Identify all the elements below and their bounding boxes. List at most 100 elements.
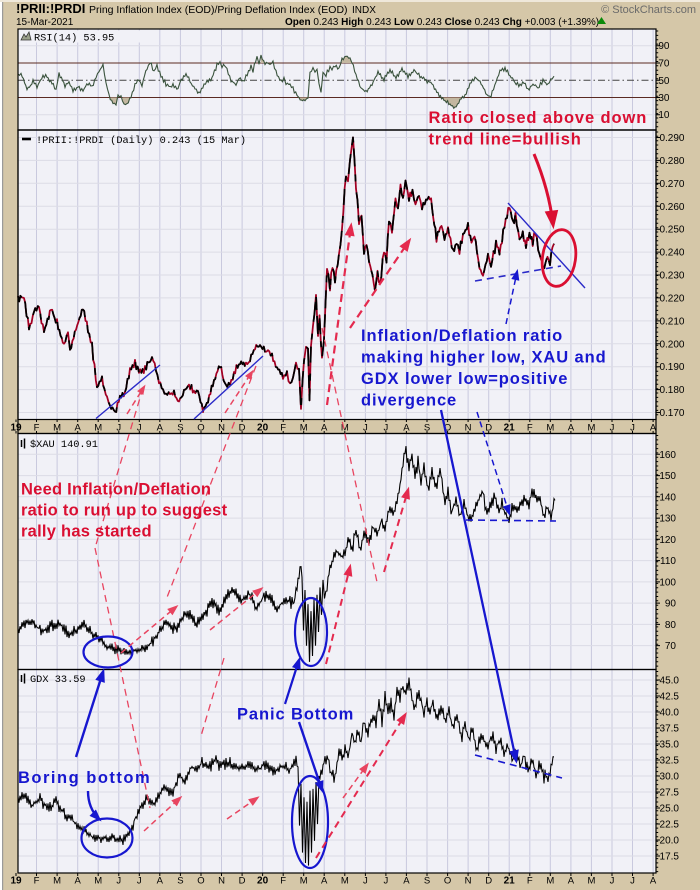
svg-text:M: M <box>587 876 595 887</box>
svg-text:110: 110 <box>660 556 676 567</box>
svg-text:M: M <box>94 876 102 887</box>
svg-text:21: 21 <box>504 423 516 434</box>
svg-text:10: 10 <box>658 110 670 121</box>
svg-text:Inflation/Deflation ratio: Inflation/Deflation ratio <box>361 327 563 345</box>
svg-text:0.190: 0.190 <box>659 362 684 373</box>
svg-text:© StockCharts.com: © StockCharts.com <box>601 4 696 16</box>
svg-text:27.5: 27.5 <box>660 788 680 799</box>
svg-text:N: N <box>465 423 472 434</box>
svg-text:0.180: 0.180 <box>659 385 684 396</box>
svg-text:A: A <box>157 423 164 434</box>
svg-text:INDX: INDX <box>352 5 376 16</box>
svg-text:D: D <box>485 423 492 434</box>
svg-text:150: 150 <box>659 471 676 482</box>
svg-text:25.0: 25.0 <box>660 804 680 815</box>
svg-text:J: J <box>610 876 615 887</box>
svg-text:J: J <box>116 876 121 887</box>
svg-text:0.210: 0.210 <box>659 316 684 327</box>
svg-text:21: 21 <box>504 876 516 887</box>
svg-text:O: O <box>197 876 204 887</box>
svg-text:J: J <box>137 876 142 887</box>
svg-text:70: 70 <box>665 641 677 652</box>
svg-text:A: A <box>321 423 328 434</box>
svg-text:A: A <box>650 876 657 887</box>
svg-text:22.5: 22.5 <box>660 820 680 831</box>
svg-text:0.220: 0.220 <box>659 293 684 304</box>
svg-text:160: 160 <box>659 450 676 461</box>
svg-text:F: F <box>527 423 533 434</box>
svg-text:M: M <box>300 423 308 434</box>
svg-text:N: N <box>218 423 225 434</box>
svg-text:N: N <box>218 876 225 887</box>
svg-text:A: A <box>157 876 164 887</box>
svg-text:M: M <box>94 423 102 434</box>
svg-text:M: M <box>341 876 349 887</box>
svg-text:M: M <box>546 876 554 887</box>
svg-text:D: D <box>239 876 246 887</box>
svg-text:M: M <box>341 423 349 434</box>
svg-text:30: 30 <box>658 93 670 104</box>
svg-text:!PRII:!PRDI: !PRII:!PRDI <box>16 1 85 16</box>
svg-text:J: J <box>137 423 142 434</box>
svg-text:A: A <box>403 876 410 887</box>
svg-text:D: D <box>485 876 492 887</box>
svg-text:S: S <box>424 423 430 434</box>
svg-text:O: O <box>444 876 451 887</box>
svg-text:rally has started: rally has started <box>21 523 152 541</box>
svg-text:RSI(14) 53.95: RSI(14) 53.95 <box>34 33 114 45</box>
svg-text:M: M <box>546 423 554 434</box>
svg-text:0.170: 0.170 <box>659 408 684 419</box>
svg-text:0.200: 0.200 <box>659 339 684 350</box>
svg-text:0.280: 0.280 <box>659 156 684 167</box>
svg-text:J: J <box>384 876 389 887</box>
svg-text:32.5: 32.5 <box>660 756 680 767</box>
svg-text:40.0: 40.0 <box>660 708 680 719</box>
svg-text:making higher low, XAU and: making higher low, XAU and <box>361 349 607 367</box>
svg-text:A: A <box>568 876 575 887</box>
svg-text:F: F <box>34 876 40 887</box>
svg-text:A: A <box>568 423 575 434</box>
svg-text:19: 19 <box>10 423 22 434</box>
svg-text:F: F <box>280 876 286 887</box>
svg-text:30.0: 30.0 <box>660 772 680 783</box>
svg-text:37.5: 37.5 <box>660 724 680 735</box>
svg-text:trend line=bullish: trend line=bullish <box>429 131 582 149</box>
svg-text:$XAU 140.91: $XAU 140.91 <box>30 439 98 451</box>
svg-text:J: J <box>630 423 635 434</box>
svg-text:J: J <box>116 423 121 434</box>
svg-text:M: M <box>587 423 595 434</box>
svg-text:Boring bottom: Boring bottom <box>18 769 151 787</box>
svg-text:D: D <box>239 423 246 434</box>
svg-text:50: 50 <box>658 76 670 87</box>
svg-text:Need Inflation/Deflation: Need Inflation/Deflation <box>21 481 211 499</box>
svg-text:O: O <box>444 423 451 434</box>
svg-text:20.0: 20.0 <box>660 836 680 847</box>
svg-text:17.5: 17.5 <box>660 852 680 863</box>
svg-text:80: 80 <box>665 620 677 631</box>
svg-text:M: M <box>53 876 61 887</box>
svg-text:100: 100 <box>659 577 676 588</box>
svg-text:F: F <box>527 876 533 887</box>
svg-text:GDX lower low=positive: GDX lower low=positive <box>361 370 568 388</box>
svg-text:A: A <box>321 876 328 887</box>
svg-text:!PRII:!PRDI (Daily) 0.243 (15: !PRII:!PRDI (Daily) 0.243 (15 Mar) <box>36 135 246 147</box>
svg-text:Ratio closed above down: Ratio closed above down <box>429 109 648 127</box>
svg-text:J: J <box>630 876 635 887</box>
svg-text:S: S <box>177 876 183 887</box>
svg-text:A: A <box>75 876 82 887</box>
svg-text:20: 20 <box>257 423 269 434</box>
svg-text:J: J <box>363 423 368 434</box>
svg-text:J: J <box>610 423 615 434</box>
svg-text:130: 130 <box>659 514 676 525</box>
svg-text:N: N <box>465 876 472 887</box>
svg-text:0.290: 0.290 <box>659 133 684 144</box>
svg-text:A: A <box>650 423 657 434</box>
svg-text:A: A <box>75 423 82 434</box>
svg-text:0.230: 0.230 <box>659 271 684 282</box>
svg-text:J: J <box>363 876 368 887</box>
svg-text:M: M <box>300 876 308 887</box>
svg-text:15-Mar-2021: 15-Mar-2021 <box>16 17 74 28</box>
svg-text:divergence: divergence <box>361 392 457 410</box>
svg-text:A: A <box>403 423 410 434</box>
svg-text:Open 0.243 High 0.243 Low 0.24: Open 0.243 High 0.243 Low 0.243 Close 0.… <box>285 17 599 28</box>
